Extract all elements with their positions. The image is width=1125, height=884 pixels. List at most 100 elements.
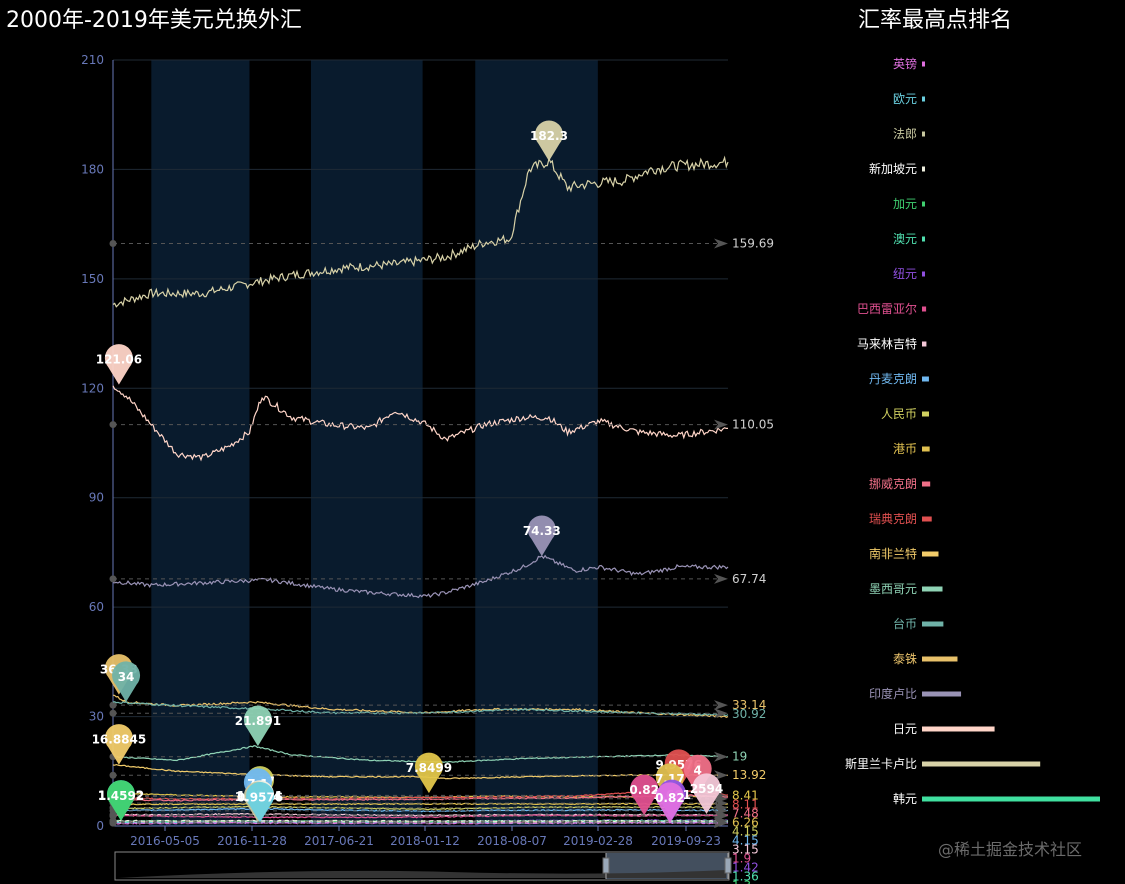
series-line xyxy=(112,385,728,462)
series-line xyxy=(112,701,729,717)
datazoom-handle[interactable] xyxy=(602,857,610,874)
ranking-bar xyxy=(922,656,958,662)
ranking-bar xyxy=(922,551,939,557)
max-pin-marker xyxy=(243,705,272,747)
ranking-bar xyxy=(922,691,962,697)
x-tick-label: 2018-08-07 xyxy=(477,834,547,848)
max-pin-marker xyxy=(107,780,136,821)
average-arrow xyxy=(714,573,728,584)
average-start-dot xyxy=(109,240,117,248)
y-tick-label: 60 xyxy=(89,600,104,614)
max-value-label: 182.3 xyxy=(530,129,568,143)
average-label: 7.48 xyxy=(732,806,759,820)
series-line xyxy=(113,805,728,811)
ranking-bar xyxy=(922,481,931,487)
average-label: 33.14 xyxy=(732,698,766,712)
max-pin-marker xyxy=(534,120,563,162)
ranking-label: 港币 xyxy=(893,442,917,456)
ranking-label: 新加坡元 xyxy=(869,161,917,176)
max-value-label: 16.8845 xyxy=(92,733,147,747)
max-value-label: 0.9576 xyxy=(237,790,283,804)
max-pin-marker xyxy=(655,782,684,823)
average-label: 159.69 xyxy=(732,237,774,251)
x-tick-label: 2019-09-23 xyxy=(651,834,721,848)
series-line xyxy=(112,794,729,802)
average-arrow xyxy=(714,700,728,711)
series-line xyxy=(112,554,729,599)
max-pin-marker xyxy=(630,774,659,816)
datazoom-preview xyxy=(118,870,726,878)
average-label: 110.05 xyxy=(732,418,774,432)
max-pin-marker xyxy=(104,344,133,385)
ranking-bar xyxy=(922,446,930,452)
ranking-label: 人民币 xyxy=(881,407,917,421)
average-label: 1.42 xyxy=(732,860,759,874)
ranking-label: 加元 xyxy=(893,197,917,211)
ranking-bar xyxy=(922,411,930,417)
average-arrow xyxy=(714,419,728,430)
ranking-label: 泰铢 xyxy=(893,651,917,666)
ranking-bar xyxy=(922,341,927,347)
ranking-label: 欧元 xyxy=(893,92,917,106)
max-pin-marker xyxy=(683,754,712,796)
watermark-text: @稀土掘金技术社区 xyxy=(938,840,1083,859)
series-line xyxy=(112,814,728,819)
ranking-label: 澳元 xyxy=(893,232,917,246)
ranking-bar xyxy=(922,516,932,522)
average-arrow xyxy=(714,770,728,781)
ranking-bar xyxy=(922,61,925,67)
ranking-bar xyxy=(922,306,927,312)
average-arrow xyxy=(714,751,728,762)
ranking-label: 纽元 xyxy=(893,267,917,281)
max-pin-marker xyxy=(112,661,141,702)
y-tick-label: 210 xyxy=(81,53,104,67)
max-value-label: 4 xyxy=(693,763,701,777)
x-tick-label: 2017-06-21 xyxy=(304,834,374,848)
average-label: 4.15 xyxy=(732,824,759,838)
shaded-band-1 xyxy=(310,60,423,826)
max-value-label: 121.06 xyxy=(96,353,142,367)
series-line xyxy=(112,788,729,801)
average-arrow xyxy=(714,818,728,829)
ranking-bar xyxy=(922,96,925,102)
average-label: 67.74 xyxy=(732,572,766,586)
ranking-bar xyxy=(922,166,925,172)
ranking-label: 巴西雷亚尔 xyxy=(857,301,917,316)
max-value-label: 21.891 xyxy=(235,714,281,728)
average-start-dot xyxy=(109,701,117,709)
x-tick-label: 2016-11-28 xyxy=(217,834,287,848)
max-pin-marker xyxy=(692,773,721,814)
average-label: 30.92 xyxy=(732,707,766,721)
x-tick-label: 2019-02-28 xyxy=(563,834,633,848)
series-line xyxy=(112,155,729,308)
chart-title: 2000年-2019年美元兑换外汇 xyxy=(6,8,302,33)
y-tick-label: 30 xyxy=(89,710,104,724)
average-label: 19 xyxy=(732,750,747,764)
x-tick-label: 2018-01-12 xyxy=(390,834,460,848)
max-value-label: 0.82 xyxy=(655,791,685,805)
ranking-label: 丹麦克朗 xyxy=(869,372,917,386)
max-pin-marker xyxy=(527,515,556,557)
datazoom-handle[interactable] xyxy=(724,857,732,874)
average-label: 1.3 xyxy=(732,878,751,884)
series-line xyxy=(113,802,729,806)
ranking-label: 英镑 xyxy=(893,56,917,71)
ranking-label: 韩元 xyxy=(893,791,917,806)
ranking-bar xyxy=(922,131,925,137)
average-arrow xyxy=(714,708,728,719)
ranking-bar xyxy=(922,621,944,627)
y-tick-label: 180 xyxy=(81,162,104,176)
ranking-label: 马来林吉特 xyxy=(857,336,917,351)
ranking-bar xyxy=(922,726,995,732)
max-value-label: 34 xyxy=(118,670,135,684)
ranking-title: 汇率最高点排名 xyxy=(858,8,1013,33)
ranking-label: 斯里兰卡卢比 xyxy=(845,756,917,771)
ranking-label: 法郎 xyxy=(893,127,917,141)
x-tick-label: 2016-05-05 xyxy=(130,834,200,848)
max-pin-marker xyxy=(246,781,275,823)
ranking-bar xyxy=(922,236,925,242)
ranking-bar xyxy=(922,376,929,382)
average-arrow xyxy=(714,238,728,249)
average-label: 4.15 xyxy=(732,833,759,847)
